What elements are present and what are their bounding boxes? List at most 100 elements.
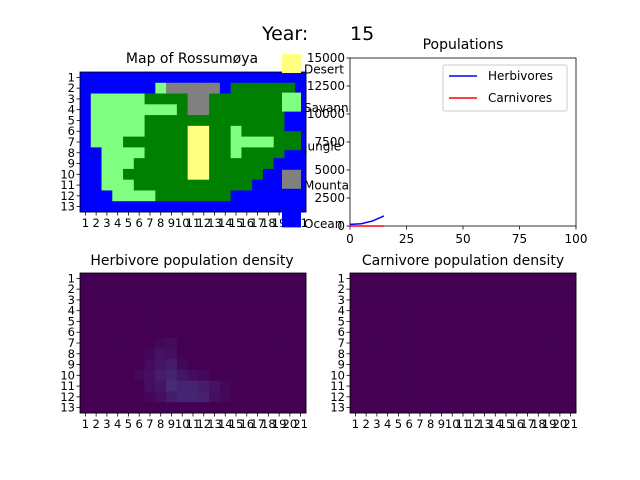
heatmap-cell [554, 273, 566, 285]
heatmap-cell [209, 348, 221, 360]
heatmap-cell [446, 326, 459, 339]
map-cell [219, 168, 232, 181]
heatmap-cell [511, 359, 523, 371]
heatmap-cell [273, 294, 285, 306]
heatmap-cell [371, 391, 383, 403]
map-cell [273, 125, 285, 138]
map-cell [90, 104, 102, 116]
x-tick-label: 9 [168, 216, 175, 230]
heatmap-cell [360, 391, 372, 403]
map-cell [155, 190, 167, 202]
heatmap-cell [554, 326, 566, 339]
map-cell [133, 82, 145, 94]
map-cell [252, 147, 264, 159]
map-cell [112, 104, 124, 116]
x-tick-label: 6 [406, 417, 413, 431]
heatmap-cell [262, 337, 275, 349]
heatmap-cell [241, 283, 253, 295]
y-tick-label: 7500 [314, 135, 345, 149]
heatmap-cell [295, 326, 307, 339]
heatmap-cell [489, 316, 502, 328]
heatmap-cell [371, 316, 383, 328]
heatmap-cell [565, 273, 577, 285]
x-tick-label: 7 [416, 417, 423, 431]
heatmap-cell [382, 283, 394, 295]
heatmap-cell [500, 283, 512, 295]
heatmap-cell [155, 316, 167, 328]
map-title: Map of Rossumøya [126, 51, 258, 67]
heatmap-cell [403, 283, 415, 295]
heatmap-cell [187, 273, 199, 285]
map-cell [176, 72, 189, 84]
heatmap-cell [241, 369, 253, 382]
map-cell [187, 72, 199, 84]
map-cell [123, 125, 135, 138]
map-cell [252, 115, 264, 127]
map-cell [187, 104, 199, 116]
heatmap-cell [123, 337, 135, 349]
heatmap-cell [565, 294, 577, 306]
map-cell [209, 115, 221, 127]
heatmap-cell [112, 326, 124, 339]
map-cell [295, 82, 307, 94]
heatmap-cell [262, 326, 275, 339]
heatmap-cell [446, 369, 459, 382]
heatmap-cell [144, 380, 156, 392]
heatmap-cell [155, 337, 167, 349]
heatmap-cell [198, 316, 210, 328]
heatmap-cell [209, 305, 221, 317]
heatmap-cell [457, 326, 469, 339]
heatmap-cell [403, 380, 415, 392]
heatmap-cell [436, 305, 448, 317]
map-cell [262, 201, 275, 213]
heatmap-cell [414, 326, 426, 339]
heatmap-cell [382, 337, 394, 349]
map-cell [123, 201, 135, 213]
heatmap-cell [554, 348, 566, 360]
map-cell [262, 179, 275, 191]
y-tick-label: 5 [338, 314, 345, 328]
map-cell [198, 82, 210, 94]
heatmap-cell [543, 391, 555, 403]
heatmap-cell [284, 305, 296, 317]
map-cell [101, 104, 113, 116]
heatmap-cell [565, 348, 577, 360]
heatmap-cell [468, 283, 480, 295]
map-cell [187, 82, 199, 94]
heatmap-cell [176, 359, 189, 371]
map-cell [284, 115, 296, 127]
heatmap-cell [273, 337, 285, 349]
heatmap-cell [90, 359, 102, 371]
map-cell [262, 136, 275, 148]
heatmap-cell [144, 359, 156, 371]
map-cell [241, 168, 253, 181]
heatmap-cell [500, 348, 512, 360]
y-tick-label: 2 [338, 282, 345, 296]
heatmap-cell [144, 273, 156, 285]
map-cell [209, 72, 221, 84]
landscape-legend: Desert Savannah Jungle Mountain Ocean [282, 54, 364, 231]
map-cell [112, 179, 124, 191]
heatmap-cell [90, 283, 102, 295]
map-cell [166, 93, 178, 105]
map-cell [209, 201, 221, 213]
map-cell [90, 125, 102, 138]
map-cell [262, 147, 275, 159]
map-cell [273, 190, 285, 202]
heatmap-cell [80, 348, 92, 360]
map-cell [252, 104, 264, 116]
map-cell [176, 115, 189, 127]
heatmap-cell [500, 305, 512, 317]
heatmap-cell [198, 326, 210, 339]
map-cell [166, 190, 178, 202]
heatmap-cell [187, 305, 199, 317]
map-cell [123, 179, 135, 191]
heatmap-cell [187, 283, 199, 295]
heatmap-cell [295, 369, 307, 382]
heatmap-cell [262, 305, 275, 317]
heatmap-cell [112, 348, 124, 360]
heatmap-cell [511, 337, 523, 349]
heatmap-cell [393, 380, 405, 392]
heatmap-cell [554, 294, 566, 306]
map-cell [273, 136, 285, 148]
